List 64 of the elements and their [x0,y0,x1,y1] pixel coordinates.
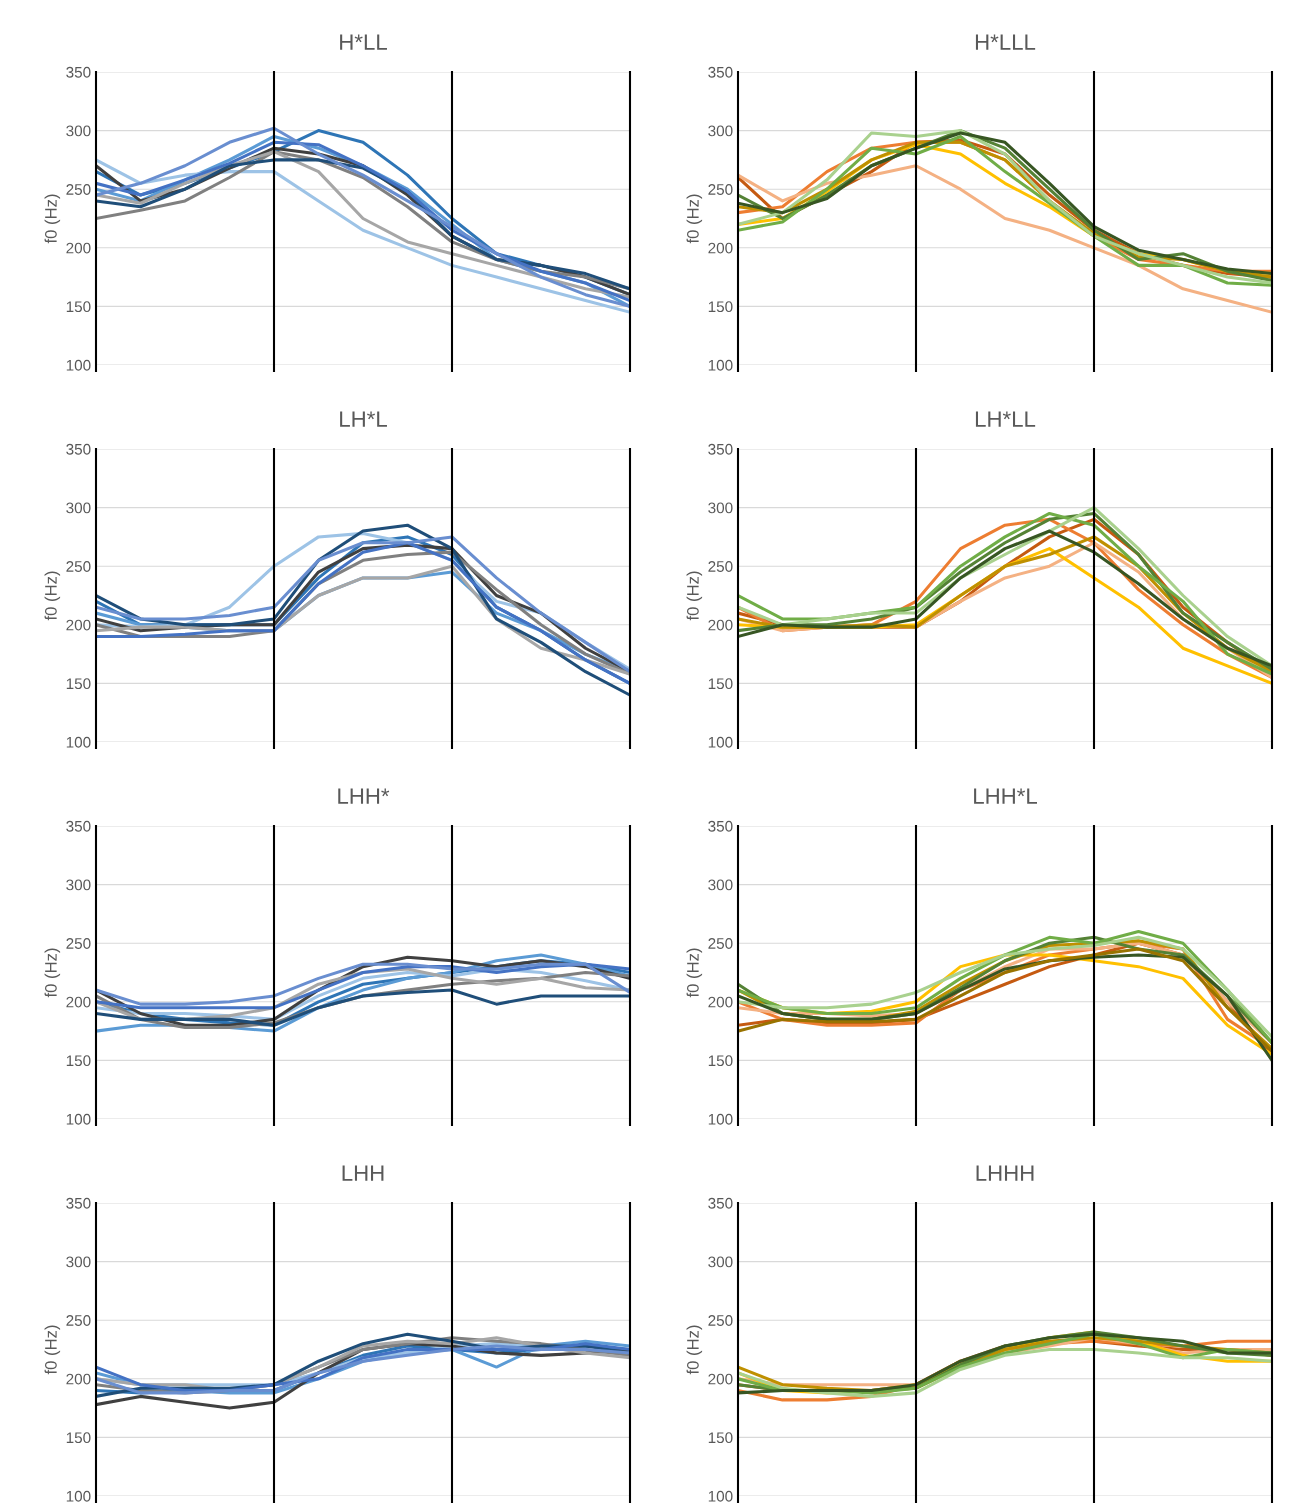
y-tick-label: 200 [66,996,91,1008]
y-tick-label: 150 [708,1432,733,1444]
y-tick-label: 300 [708,502,733,514]
y-axis-title: f0 (Hz) [44,194,61,244]
y-tick-label: 250 [66,938,91,949]
chart-title: LHH [342,1165,384,1181]
chart-title: H*LL [340,34,387,50]
y-tick-label: 250 [66,561,91,572]
y-tick-label: 300 [66,1256,91,1268]
y-tick-label: 100 [66,736,91,748]
y-axis-title: f0 (Hz) [44,1325,61,1375]
y-axis-title: f0 (Hz) [44,571,61,621]
y-tick-label: 350 [708,66,733,78]
y-tick-label: 200 [66,619,91,631]
y-tick-label: 350 [708,820,733,832]
y-axis-title: f0 (Hz) [686,194,703,244]
chart-title: LH*LL [975,411,1036,427]
y-tick-label: 300 [708,1256,733,1268]
y-tick-label: 350 [66,443,91,455]
y-tick-label: 200 [708,242,733,254]
y-tick-label: 250 [708,938,733,949]
y-tick-label: 200 [708,619,733,631]
y-tick-label: 250 [66,1315,91,1326]
y-tick-label: 200 [708,996,733,1008]
y-tick-label: 100 [66,1490,91,1502]
y-axis-title: f0 (Hz) [686,571,703,621]
y-axis-title: f0 (Hz) [686,1325,703,1375]
y-axis-title: f0 (Hz) [686,948,703,998]
chart-title: LHH*L [974,788,1037,804]
y-tick-label: 150 [66,301,91,313]
y-tick-label: 150 [708,1055,733,1067]
y-tick-label: 200 [708,1373,733,1385]
y-tick-label: 300 [66,879,91,891]
y-tick-label: 250 [708,1315,733,1326]
y-tick-label: 350 [708,443,733,455]
y-tick-label: 150 [66,678,91,690]
y-tick-label: 300 [708,125,733,137]
y-tick-label: 200 [66,1373,91,1385]
y-tick-label: 100 [708,736,733,748]
y-tick-label: 100 [66,1113,91,1125]
chart-title: LH*L [340,411,387,427]
y-axis-title: f0 (Hz) [44,948,61,998]
y-tick-label: 150 [708,678,733,690]
y-tick-label: 100 [708,359,733,371]
y-tick-label: 100 [708,1113,733,1125]
y-tick-label: 100 [66,359,91,371]
y-tick-label: 100 [708,1490,733,1502]
y-tick-label: 300 [66,125,91,137]
y-tick-label: 350 [66,820,91,832]
y-tick-label: 350 [708,1197,733,1209]
y-tick-label: 300 [708,879,733,891]
y-tick-label: 250 [708,561,733,572]
y-tick-label: 150 [66,1055,91,1067]
y-tick-label: 350 [66,1197,91,1209]
y-tick-label: 250 [66,184,91,195]
y-tick-label: 250 [708,184,733,195]
chart-title: LHHH [976,1165,1034,1181]
chart-title: H*LLL [975,34,1036,50]
y-tick-label: 150 [66,1432,91,1444]
chart-title: LHH* [338,788,390,804]
y-tick-label: 350 [66,66,91,78]
y-tick-label: 150 [708,301,733,313]
y-tick-label: 200 [66,242,91,254]
y-tick-label: 300 [66,502,91,514]
